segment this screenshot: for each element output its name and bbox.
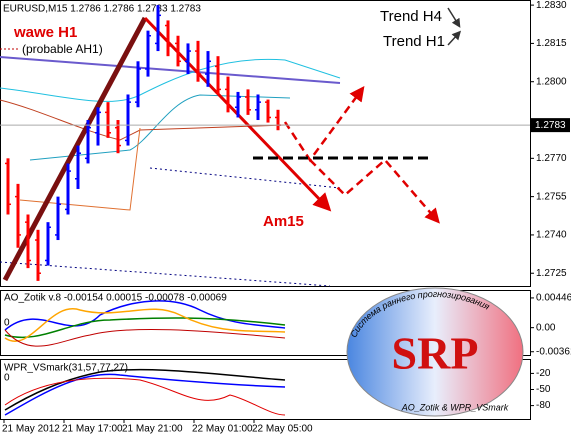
y-tick-label: -20 bbox=[536, 368, 551, 379]
y-tick-label: -0.00361 bbox=[536, 346, 571, 357]
annotation: Trend H4 bbox=[380, 8, 442, 25]
x-tick-label: 21 May 2012 bbox=[2, 424, 60, 435]
y-tick-label: 1.2815 bbox=[536, 38, 567, 49]
panel-title: AO_Zotik v.8 -0.00154 0.00015 -0.00078 -… bbox=[4, 293, 227, 304]
annotation: Trend H1 bbox=[383, 33, 445, 50]
y-tick-label: 1.2800 bbox=[536, 76, 567, 87]
y-tick-label: 1.2755 bbox=[536, 191, 567, 202]
ao-line bbox=[4, 317, 286, 339]
panel-title: WPR_VSmark(31,57,77,27) bbox=[4, 363, 128, 374]
y-tick-label: 1.2830 bbox=[536, 0, 567, 11]
annotation: wawe H1 bbox=[13, 24, 77, 41]
y-tick-label: 1.2740 bbox=[536, 230, 567, 241]
wave-line bbox=[2, 16, 148, 282]
y-tick-label: 1.2770 bbox=[536, 153, 567, 164]
logo-disc bbox=[346, 287, 524, 417]
wpr-line bbox=[4, 373, 286, 416]
ao-frame bbox=[0, 290, 531, 356]
y-tick-label: 0.00 bbox=[536, 322, 556, 333]
ao-line bbox=[4, 308, 286, 342]
ma-line bbox=[29, 94, 291, 161]
trend-arrow bbox=[447, 30, 462, 46]
trend-arrow bbox=[447, 7, 461, 28]
channel bbox=[0, 261, 331, 287]
last-price-box bbox=[531, 118, 570, 133]
forecast-dashed bbox=[309, 158, 440, 224]
logo-name: SRP bbox=[392, 328, 479, 379]
logo: Система раннего прогнозирования SRP AO_Z… bbox=[346, 287, 524, 417]
x-tick-label: 22 May 05:00 bbox=[252, 424, 313, 435]
x-tick-label: 22 May 01:00 bbox=[192, 424, 253, 435]
forecast-arrow bbox=[143, 16, 332, 212]
last-price-label: 1.2783 bbox=[535, 120, 566, 131]
level-label: 0 bbox=[4, 373, 10, 384]
ao-line bbox=[4, 300, 286, 331]
annotation: (probable AH1) bbox=[22, 42, 103, 56]
chart-title: EURUSD,M15 1.2786 1.2786 1.2783 1.2783 bbox=[3, 4, 201, 15]
level-label: 0 bbox=[4, 318, 10, 329]
x-tick-label: 21 May 17:00 bbox=[62, 424, 123, 435]
y-tick-label: -80 bbox=[536, 400, 551, 411]
wpr-line bbox=[4, 368, 286, 411]
channel bbox=[149, 167, 341, 189]
y-tick-label: 1.2725 bbox=[536, 268, 567, 279]
y-tick-label: 0.00446 bbox=[536, 293, 571, 304]
ma-line bbox=[0, 99, 286, 141]
annotation: Am15 bbox=[263, 213, 304, 230]
logo-caption: AO_Zotik & WPR_VSmark bbox=[401, 402, 509, 412]
main-frame bbox=[0, 0, 531, 287]
ao-line bbox=[4, 328, 286, 347]
wpr-line bbox=[4, 377, 286, 416]
y-tick-label: -50 bbox=[536, 384, 551, 395]
ma-line bbox=[0, 58, 341, 102]
x-tick-label: 21 May 21:00 bbox=[122, 424, 183, 435]
ma-line bbox=[0, 56, 341, 84]
forecast-dashed bbox=[283, 85, 365, 163]
